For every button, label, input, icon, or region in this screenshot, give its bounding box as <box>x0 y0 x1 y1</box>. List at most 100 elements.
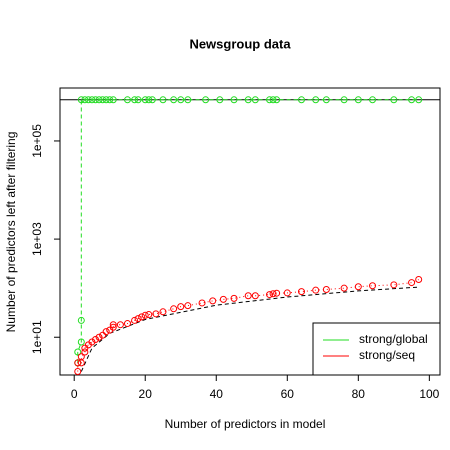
point <box>102 96 110 104</box>
point <box>177 96 185 104</box>
point <box>230 294 238 302</box>
point <box>81 348 89 356</box>
point <box>354 96 362 104</box>
point <box>152 310 160 318</box>
point <box>312 286 320 294</box>
point <box>415 96 423 104</box>
x-tick-label: 0 <box>71 387 78 401</box>
point <box>312 96 320 104</box>
point <box>170 96 178 104</box>
point <box>74 359 82 367</box>
point <box>230 96 238 104</box>
x-tick-label: 60 <box>281 387 295 401</box>
point <box>77 316 85 324</box>
point <box>99 331 107 339</box>
point <box>177 303 185 311</box>
series-line <box>77 99 419 363</box>
point <box>184 302 192 310</box>
point <box>145 311 153 319</box>
x-tick-label: 80 <box>352 387 366 401</box>
x-tick-label: 40 <box>210 387 224 401</box>
point <box>159 308 167 316</box>
point <box>148 96 156 104</box>
point <box>123 96 131 104</box>
point <box>74 348 82 356</box>
point <box>202 96 210 104</box>
legend-label: strong/seq <box>359 348 415 362</box>
point <box>269 290 277 298</box>
point <box>84 96 92 104</box>
point <box>369 282 377 290</box>
y-tick-label: 1e+01 <box>30 320 44 354</box>
point <box>354 283 362 291</box>
x-tick-label: 20 <box>139 387 153 401</box>
point <box>322 96 330 104</box>
point <box>99 96 107 104</box>
point <box>106 96 114 104</box>
point <box>390 281 398 289</box>
point <box>408 96 416 104</box>
point <box>244 96 252 104</box>
point <box>95 333 103 341</box>
y-tick-label: 1e+03 <box>30 222 44 256</box>
point <box>123 320 131 328</box>
point <box>415 276 423 284</box>
point <box>266 96 274 104</box>
point <box>340 284 348 292</box>
point <box>369 96 377 104</box>
point <box>198 299 206 307</box>
point <box>390 96 398 104</box>
chart-title: Newsgroup data <box>189 36 291 51</box>
point <box>145 96 153 104</box>
point <box>170 305 178 313</box>
point <box>251 292 259 300</box>
legend-box <box>312 322 441 376</box>
point <box>269 96 277 104</box>
y-axis-label: Number of predictors left after filterin… <box>4 132 18 333</box>
point <box>266 291 274 299</box>
point <box>77 353 85 361</box>
point <box>131 96 139 104</box>
point <box>159 96 167 104</box>
point <box>92 335 100 343</box>
point <box>141 311 149 319</box>
point <box>95 96 103 104</box>
point <box>297 288 305 296</box>
point <box>340 96 348 104</box>
point <box>141 96 149 104</box>
x-axis-label: Number of predictors in model <box>165 417 326 431</box>
point <box>273 289 281 297</box>
point <box>219 295 227 303</box>
point <box>131 316 139 324</box>
point <box>138 313 146 321</box>
legend-label: strong/global <box>359 332 428 346</box>
reference-curve <box>80 286 419 372</box>
point <box>134 96 142 104</box>
point <box>116 321 124 329</box>
point <box>134 315 142 323</box>
point <box>88 96 96 104</box>
point <box>109 323 117 331</box>
point <box>92 96 100 104</box>
point <box>102 328 110 336</box>
point <box>81 96 89 104</box>
point <box>77 96 85 104</box>
point <box>322 285 330 293</box>
point <box>244 292 252 300</box>
point <box>408 279 416 287</box>
point <box>283 289 291 297</box>
point <box>74 368 82 376</box>
point <box>216 96 224 104</box>
point <box>297 96 305 104</box>
x-tick-label: 100 <box>419 387 439 401</box>
point <box>77 338 85 346</box>
point <box>209 297 217 305</box>
point <box>184 96 192 104</box>
point <box>109 321 117 329</box>
point <box>251 96 259 104</box>
y-tick-label: 1e+05 <box>30 124 44 158</box>
point <box>109 96 117 104</box>
point <box>273 96 281 104</box>
